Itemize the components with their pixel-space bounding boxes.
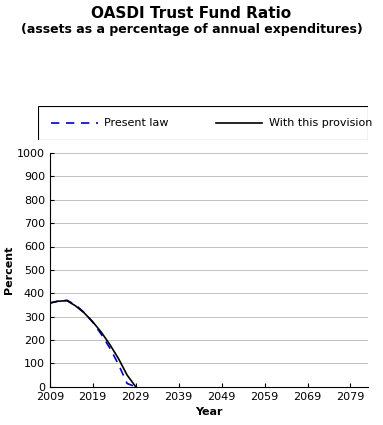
Text: OASDI Trust Fund Ratio: OASDI Trust Fund Ratio — [92, 6, 291, 21]
Y-axis label: Percent: Percent — [4, 246, 14, 294]
Text: Present law: Present law — [104, 118, 169, 128]
X-axis label: Year: Year — [195, 407, 223, 417]
Text: With this provision: With this provision — [269, 118, 372, 128]
Text: (assets as a percentage of annual expenditures): (assets as a percentage of annual expend… — [21, 23, 362, 37]
